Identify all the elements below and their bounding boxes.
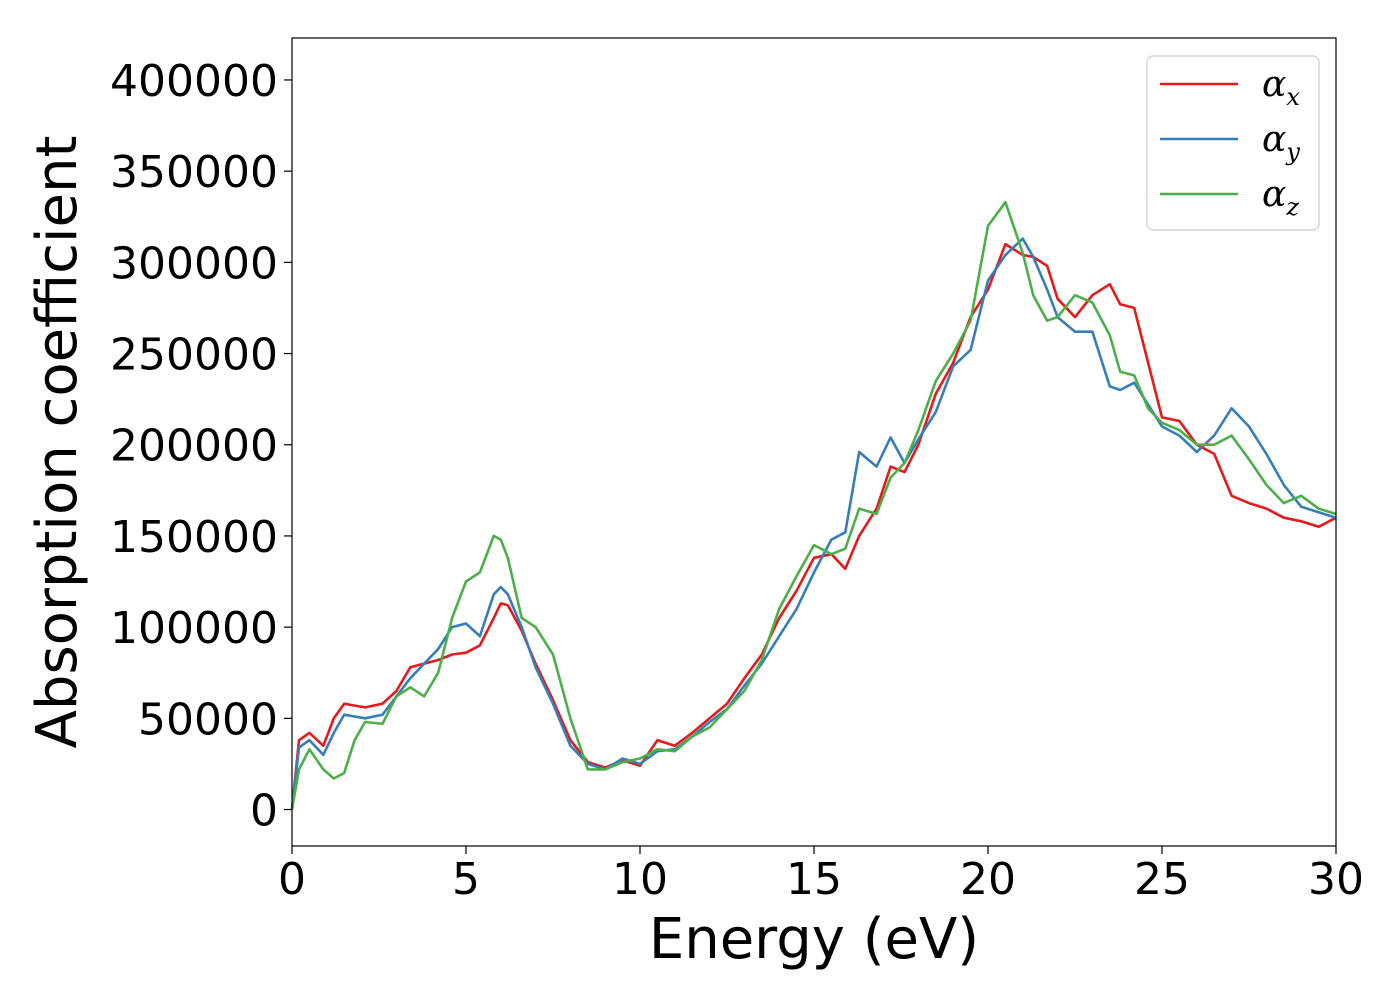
series-line-x [290, 242, 1337, 810]
x-tick-label: 20 [960, 854, 1016, 905]
x-axis-ticks: 0 5 10 15 20 25 30 [278, 846, 1364, 905]
y-tick-label: 150000 [110, 512, 278, 563]
y-tick-label: 400000 [110, 56, 278, 107]
y-tick-label: 250000 [110, 330, 278, 381]
y-tick-label: 300000 [110, 238, 278, 289]
series-lines [290, 200, 1337, 810]
x-tick-label: 10 [612, 854, 668, 905]
y-tick-label: 0 [250, 786, 278, 837]
x-tick-label: 30 [1308, 854, 1364, 905]
x-tick-label: 25 [1134, 854, 1190, 905]
x-tick-label: 0 [278, 854, 306, 905]
series-line-y [290, 237, 1337, 810]
y-axis-title: Absorption coefficient [25, 136, 90, 749]
x-tick-label: 5 [452, 854, 480, 905]
y-tick-label: 100000 [110, 603, 278, 654]
legend-box [1146, 55, 1320, 231]
y-tick-label: 350000 [110, 147, 278, 198]
y-tick-label: 50000 [138, 694, 278, 745]
y-axis-ticks: 0 50000 100000 150000 200000 250000 300000 3500… [110, 56, 292, 837]
series-line-z [290, 200, 1337, 810]
x-axis-title: Energy (eV) [649, 907, 979, 972]
y-tick-label: 200000 [110, 421, 278, 472]
x-tick-label: 15 [786, 854, 842, 905]
